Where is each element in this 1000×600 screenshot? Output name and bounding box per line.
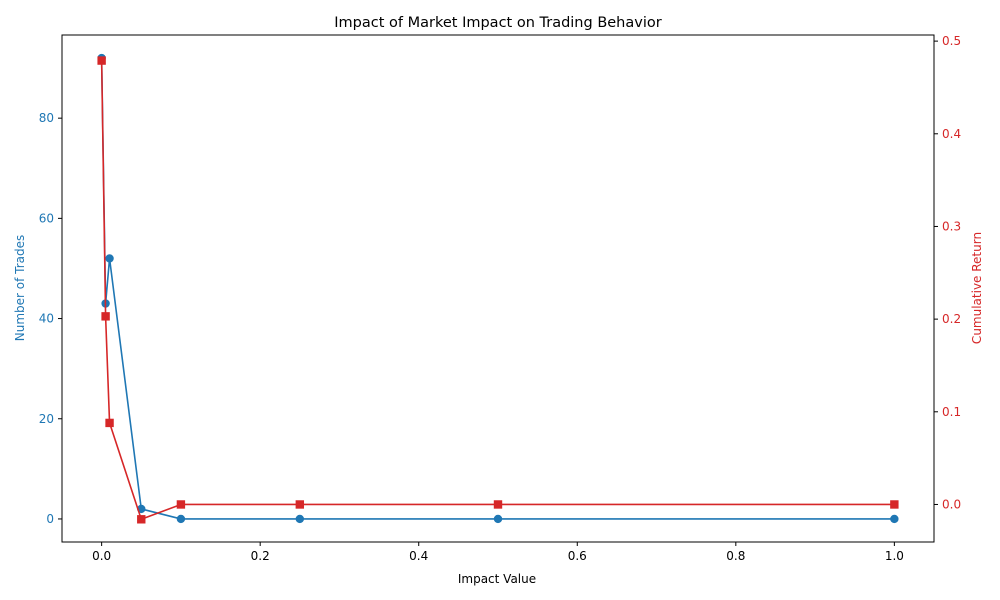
left-y-tick-label: 40 (39, 312, 54, 326)
left-y-tick-label: 0 (46, 512, 54, 526)
trades-data-point (105, 254, 114, 263)
x-tick-label: 1.0 (885, 549, 904, 563)
trades-data-point (890, 514, 899, 524)
x-tick-label: 0.6 (568, 549, 587, 563)
left-y-tick-label: 60 (39, 211, 54, 225)
left-y-tick-label: 20 (39, 412, 54, 426)
x-axis-label: Impact Value (458, 572, 536, 586)
right-y-tick-label: 0.5 (942, 34, 961, 48)
x-tick-label: 0.4 (409, 549, 428, 563)
plot-frame (61, 34, 935, 543)
x-tick-label: 0.2 (251, 549, 270, 563)
x-tick-label: 0.8 (726, 549, 745, 563)
trades-series-line (100, 58, 895, 520)
trades-data-point (176, 514, 186, 524)
chart-title: Impact of Market Impact on Trading Behav… (334, 15, 661, 31)
return-data-point (295, 500, 305, 509)
return-data-point (176, 500, 186, 509)
return-data-point (97, 56, 106, 65)
left-y-tick-label: 80 (39, 111, 54, 125)
return-data-point (890, 500, 899, 509)
return-data-point (105, 418, 114, 428)
right-y-tick-label: 0.2 (942, 312, 961, 326)
right-y-tick-label: 0.4 (942, 127, 961, 141)
right-y-tick-label: 0.3 (942, 219, 961, 233)
trades-data-point (493, 514, 503, 524)
left-y-axis-label: Number of Trades (13, 235, 27, 342)
right-y-tick-label: 0.0 (942, 497, 961, 511)
right-y-tick-label: 0.1 (942, 405, 961, 419)
return-data-point (493, 500, 503, 509)
return-data-point (101, 312, 110, 321)
right-y-axis-label: Cumulative Return (970, 232, 984, 344)
return-series-line (100, 60, 895, 521)
x-tick-label: 0.0 (92, 549, 111, 563)
trades-data-point (295, 514, 305, 524)
return-data-point (137, 515, 146, 524)
